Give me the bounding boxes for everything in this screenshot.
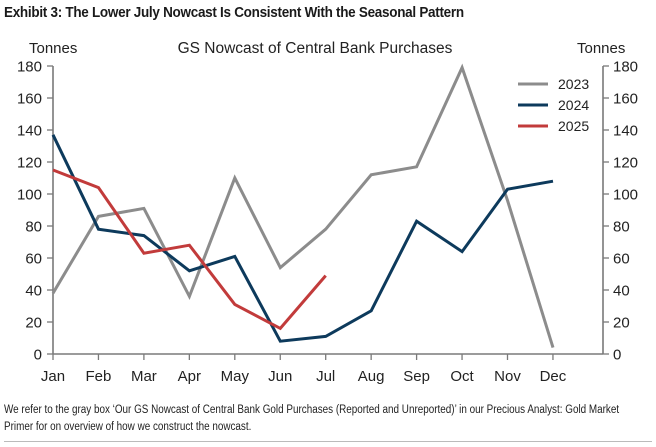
y-tick-label-right: 20 [613, 315, 630, 332]
legend-label: 2023 [558, 76, 589, 92]
x-tick-label: May [221, 368, 250, 385]
legend-label: 2025 [558, 118, 589, 134]
y-tick-label-right: 80 [613, 219, 630, 236]
x-tick-label: Sep [403, 368, 430, 385]
legend-label: 2024 [558, 97, 589, 113]
y-tick-label-right: 180 [613, 59, 638, 76]
x-tick-label: Dec [540, 368, 567, 385]
line-chart: Tonnes GS Nowcast of Central Bank Purcha… [17, 40, 638, 386]
series-line-2024 [51, 134, 554, 343]
x-tick-label: Nov [494, 368, 521, 385]
x-tick-label: Jul [316, 368, 335, 385]
y-tick-label-left: 140 [17, 123, 42, 140]
y-axis-label-left: Tonnes [29, 40, 77, 57]
y-axis-label-right: Tonnes [577, 40, 625, 57]
y-tick-label-left: 20 [25, 315, 42, 332]
y-tick-label-left: 40 [25, 283, 42, 300]
y-tick-label-left: 120 [17, 155, 42, 172]
y-tick-label-left: 160 [17, 91, 42, 108]
y-tick-label-right: 100 [613, 187, 638, 204]
x-tick-label: Oct [450, 368, 474, 385]
y-tick-label-right: 40 [613, 283, 630, 300]
legend: 2023 2024 2025 [518, 76, 589, 134]
y-tick-label-right: 0 [613, 347, 621, 364]
footnote: We refer to the gray box ‘Our GS Nowcast… [4, 404, 620, 433]
y-tick-label-left: 60 [25, 251, 42, 268]
y-tick-label-left: 80 [25, 219, 42, 236]
y-tick-label-left: 100 [17, 187, 42, 204]
y-tick-label-left: 0 [34, 347, 42, 364]
y-tick-label-right: 60 [613, 251, 630, 268]
series-line-2025 [52, 168, 327, 331]
axes: 0 0 20 20 40 40 60 60 80 80 100 100 120 120 140 140 160 1… [17, 59, 638, 386]
divider [4, 441, 652, 442]
x-tick-label: Mar [131, 368, 157, 385]
y-tick-label-left: 180 [17, 59, 42, 76]
x-tick-label: Apr [178, 368, 201, 385]
legend-item-2025: 2025 [518, 118, 589, 134]
exhibit-title: Exhibit 3: The Lower July Nowcast Is Con… [4, 5, 464, 21]
series-line-2023 [51, 63, 555, 349]
x-tick-label: Feb [86, 368, 112, 385]
chart-title: GS Nowcast of Central Bank Purchases [178, 40, 453, 57]
y-tick-label-right: 120 [613, 155, 638, 172]
y-tick-label-right: 160 [613, 91, 638, 108]
x-tick-label: Jun [268, 368, 292, 385]
legend-item-2023: 2023 [518, 76, 589, 92]
y-tick-label-right: 140 [613, 123, 638, 140]
legend-item-2024: 2024 [518, 97, 589, 113]
x-tick-label: Jan [41, 368, 65, 385]
series-lines [51, 63, 555, 349]
x-tick-label: Aug [358, 368, 385, 385]
